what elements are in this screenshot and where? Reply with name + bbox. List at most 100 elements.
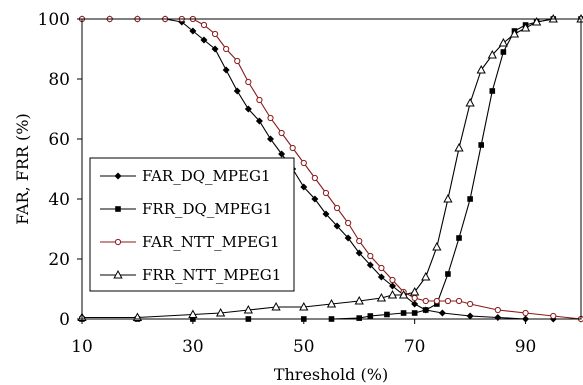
data-point: [356, 315, 363, 321]
data-point: [311, 195, 319, 203]
data-point: [456, 235, 462, 241]
y-tick-label: 40: [48, 190, 70, 210]
data-point: [356, 237, 363, 245]
legend-box: [89, 157, 295, 292]
data-point: [489, 88, 496, 94]
legend-label: FRR_NTT_MPEG1: [142, 266, 281, 284]
data-point: [411, 294, 418, 302]
data-point: [478, 142, 484, 148]
legend-item: FRR_DQ_MPEG1: [100, 200, 272, 218]
legend-label: FAR_DQ_MPEG1: [142, 167, 270, 185]
data-point: [500, 49, 507, 55]
y-tick-label: 20: [48, 250, 70, 270]
data-point: [522, 309, 529, 317]
legend-swatch-marker: [115, 206, 121, 212]
data-point: [311, 174, 318, 182]
data-point: [454, 142, 464, 152]
data-point: [322, 189, 330, 197]
data-point: [445, 271, 451, 277]
data-point: [215, 307, 226, 317]
data-point: [410, 286, 420, 296]
legend-label: FRR_DQ_MPEG1: [142, 200, 272, 218]
data-point: [465, 97, 475, 107]
data-point: [443, 193, 453, 203]
data-point: [422, 307, 429, 313]
y-axis-title: FAR, FRR (%): [13, 113, 32, 224]
plot-frame: [81, 18, 582, 320]
data-point: [411, 310, 418, 316]
data-point: [476, 64, 486, 74]
data-point: [378, 264, 385, 272]
data-point: [233, 87, 241, 95]
data-point: [388, 282, 396, 290]
data-point: [326, 298, 337, 308]
data-point: [244, 105, 252, 113]
data-point: [278, 150, 286, 158]
x-tick-label: 30: [182, 337, 204, 357]
data-point: [222, 66, 230, 74]
data-point: [389, 276, 396, 284]
data-point: [438, 309, 446, 317]
legend-swatch-marker: [114, 238, 122, 246]
data-point: [345, 219, 352, 227]
data-point: [367, 252, 374, 260]
data-point: [256, 96, 263, 104]
data-point: [355, 249, 363, 257]
series-frr_ntt_mpeg1: [77, 13, 583, 321]
data-point: [255, 117, 263, 125]
data-point: [271, 301, 281, 311]
data-point: [387, 289, 398, 299]
x-axis-title: Threshold (%): [274, 365, 388, 384]
y-tick-label: 80: [48, 70, 70, 90]
data-point: [245, 78, 252, 86]
data-point: [278, 129, 285, 137]
data-point: [366, 261, 374, 269]
data-point: [344, 234, 352, 242]
data-point: [494, 306, 501, 314]
data-point: [376, 292, 387, 302]
data-point: [322, 210, 330, 218]
data-point: [200, 21, 208, 29]
data-point: [400, 310, 407, 316]
data-point: [509, 28, 520, 38]
y-tick-label: 60: [48, 130, 70, 150]
data-point: [487, 49, 497, 59]
data-point: [433, 297, 440, 305]
x-tick-label: 50: [293, 337, 315, 357]
data-point: [411, 300, 419, 308]
data-point: [367, 313, 374, 319]
legend-item: FAR_NTT_MPEG1: [100, 233, 280, 251]
data-point: [498, 37, 509, 47]
data-point: [333, 204, 341, 212]
data-point: [211, 30, 219, 38]
data-point: [467, 196, 473, 202]
data-point: [200, 36, 208, 44]
legend: FAR_DQ_MPEG1 FRR_DQ_MPEG1 FAR_NTT_MPEG1 FRR…: [89, 157, 295, 292]
legend-label: FAR_NTT_MPEG1: [142, 233, 280, 251]
x-tick-label: 90: [515, 337, 537, 357]
y-tick-label: 0: [59, 310, 70, 330]
data-point: [466, 312, 474, 320]
data-point: [243, 304, 253, 314]
data-point: [377, 273, 385, 281]
data-point: [422, 297, 429, 305]
legend-items: FAR_DQ_MPEG1 FRR_DQ_MPEG1 FAR_NTT_MPEG1 FRR…: [100, 167, 281, 284]
y-tick-label: 100: [38, 10, 70, 30]
data-point: [432, 241, 442, 251]
legend-item: FAR_DQ_MPEG1: [100, 167, 270, 185]
data-point: [211, 45, 219, 53]
data-point: [299, 301, 309, 311]
data-point: [289, 144, 296, 152]
data-point: [267, 114, 274, 122]
data-point: [550, 312, 557, 320]
x-tick-label: 70: [404, 337, 426, 357]
data-point: [354, 295, 364, 305]
data-point: [444, 297, 452, 305]
data-point: [398, 289, 409, 299]
x-tick-label: 10: [71, 337, 93, 357]
tick-layer: 10 30 50 70 90 0 20 40 60 80 100: [38, 10, 537, 357]
legend-swatch-marker: [113, 269, 123, 279]
data-point: [188, 309, 198, 318]
data-point: [532, 16, 542, 26]
data-point: [333, 222, 341, 230]
